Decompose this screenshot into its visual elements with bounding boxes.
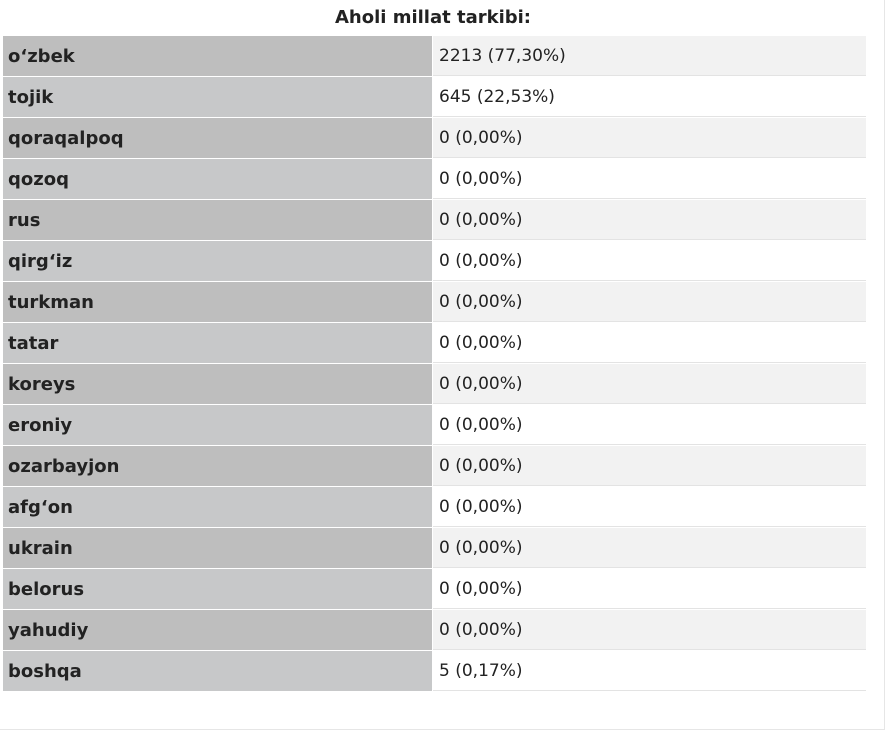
table-row: eroniy 0 (0,00%) [3, 405, 866, 446]
population-value: 0 (0,00%) [433, 200, 866, 240]
population-value: 0 (0,00%) [433, 528, 866, 568]
table-row: afg‘on 0 (0,00%) [3, 487, 866, 528]
population-value: 0 (0,00%) [433, 241, 866, 281]
population-value: 0 (0,00%) [433, 159, 866, 199]
ethnicity-name: rus [3, 200, 433, 240]
ethnicity-name: qoraqalpoq [3, 118, 433, 158]
table-row: ukrain 0 (0,00%) [3, 528, 866, 569]
table-row: rus 0 (0,00%) [3, 200, 866, 241]
population-value: 0 (0,00%) [433, 610, 866, 650]
table-row: belorus 0 (0,00%) [3, 569, 866, 610]
population-value: 0 (0,00%) [433, 569, 866, 609]
ethnic-composition-table: o‘zbek 2213 (77,30%) tojik 645 (22,53%) … [3, 36, 866, 692]
ethnicity-name: afg‘on [3, 487, 433, 527]
ethnicity-name: o‘zbek [3, 36, 433, 76]
ethnicity-name: eroniy [3, 405, 433, 445]
ethnicity-name: qirg‘iz [3, 241, 433, 281]
ethnicity-name: qozoq [3, 159, 433, 199]
table-row: tatar 0 (0,00%) [3, 323, 866, 364]
population-value: 645 (22,53%) [433, 77, 866, 117]
population-value: 0 (0,00%) [433, 364, 866, 404]
table-row: yahudiy 0 (0,00%) [3, 610, 866, 651]
population-value: 0 (0,00%) [433, 405, 866, 445]
table-row: boshqa 5 (0,17%) [3, 651, 866, 692]
population-value: 0 (0,00%) [433, 118, 866, 158]
table-title: Aholi millat tarkibi: [334, 7, 532, 28]
population-value: 0 (0,00%) [433, 323, 866, 363]
table-row: qozoq 0 (0,00%) [3, 159, 866, 200]
ethnicity-name: turkman [3, 282, 433, 322]
table-row: turkman 0 (0,00%) [3, 282, 866, 323]
table-row: o‘zbek 2213 (77,30%) [3, 36, 866, 77]
ethnicity-name: boshqa [3, 651, 433, 691]
table-row: qoraqalpoq 0 (0,00%) [3, 118, 866, 159]
population-value: 0 (0,00%) [433, 487, 866, 527]
population-value: 5 (0,17%) [433, 651, 866, 691]
table-row: koreys 0 (0,00%) [3, 364, 866, 405]
ethnicity-name: koreys [3, 364, 433, 404]
population-value: 0 (0,00%) [433, 282, 866, 322]
ethnicity-name: tojik [3, 77, 433, 117]
ethnicity-name: yahudiy [3, 610, 433, 650]
population-value: 2213 (77,30%) [433, 36, 866, 76]
ethnicity-name: ozarbayjon [3, 446, 433, 486]
table-row: tojik 645 (22,53%) [3, 77, 866, 118]
table-row: qirg‘iz 0 (0,00%) [3, 241, 866, 282]
ethnicity-name: belorus [3, 569, 433, 609]
population-ethnic-panel: Aholi millat tarkibi: o‘zbek 2213 (77,30… [0, 0, 885, 730]
ethnicity-name: tatar [3, 323, 433, 363]
population-value: 0 (0,00%) [433, 446, 866, 486]
ethnicity-name: ukrain [3, 528, 433, 568]
table-row: ozarbayjon 0 (0,00%) [3, 446, 866, 487]
